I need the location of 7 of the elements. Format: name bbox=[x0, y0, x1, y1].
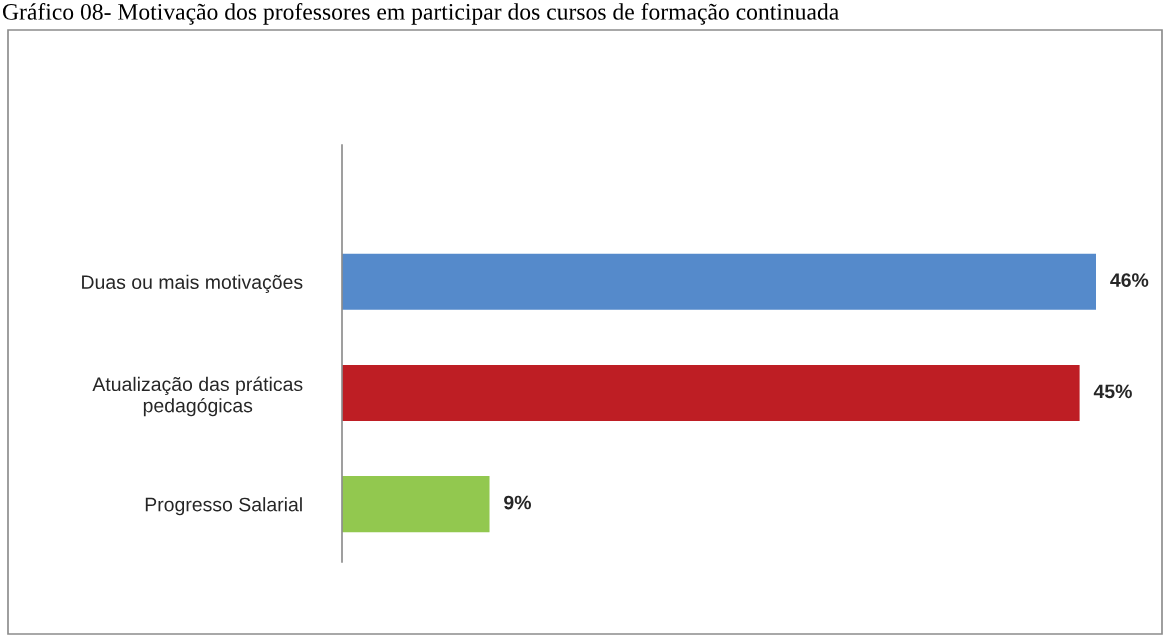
data-label: 46% bbox=[1110, 273, 1149, 287]
data-label: 9% bbox=[504, 495, 531, 510]
data-label: 45% bbox=[1093, 384, 1132, 399]
chart-title: Gráfico 08- Motivação dos professores em participar dos cursos de formação continuada bbox=[2, 3, 839, 25]
y-tick-label: Progresso Salarial bbox=[145, 497, 302, 516]
y-tick-label: Duas ou mais motivações bbox=[82, 274, 303, 293]
y-tick-label: Atualização das práticas pedagógicas bbox=[92, 376, 303, 417]
